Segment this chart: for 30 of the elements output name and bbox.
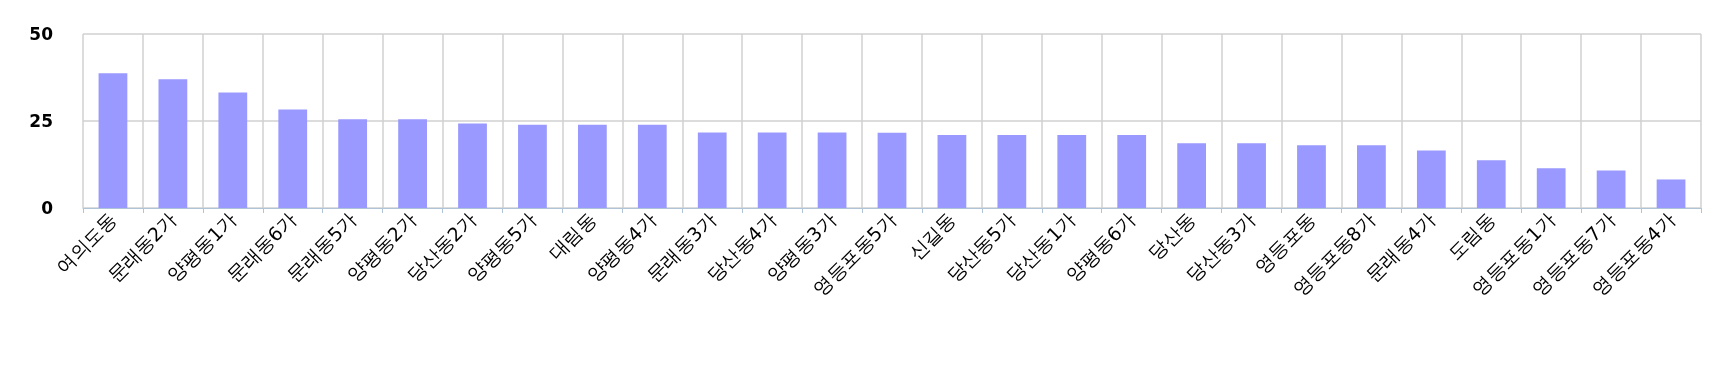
bar [338, 119, 368, 208]
bar [997, 134, 1027, 208]
bar [1536, 168, 1566, 208]
bar [757, 132, 787, 208]
bar [1596, 170, 1626, 208]
bar [1057, 134, 1087, 208]
bar [1237, 143, 1266, 208]
bar [817, 132, 847, 208]
bar [1476, 160, 1506, 208]
bar [398, 119, 427, 208]
bar [577, 124, 607, 208]
bar [1177, 143, 1207, 208]
bar [1357, 145, 1386, 208]
bar [518, 124, 547, 208]
bar [158, 79, 188, 208]
y-tick-label: 0 [41, 198, 54, 218]
bar [218, 92, 248, 208]
bar [1416, 150, 1446, 208]
bar [697, 132, 727, 208]
bar [98, 73, 128, 208]
bar [278, 109, 308, 208]
bar [458, 123, 487, 208]
bar [1656, 179, 1686, 208]
bar [937, 134, 967, 208]
bar [637, 124, 667, 208]
bar [1117, 134, 1147, 208]
y-tick-label: 50 [29, 24, 54, 44]
bar [1297, 145, 1326, 208]
bar [877, 132, 907, 208]
y-tick-label: 25 [29, 111, 53, 131]
